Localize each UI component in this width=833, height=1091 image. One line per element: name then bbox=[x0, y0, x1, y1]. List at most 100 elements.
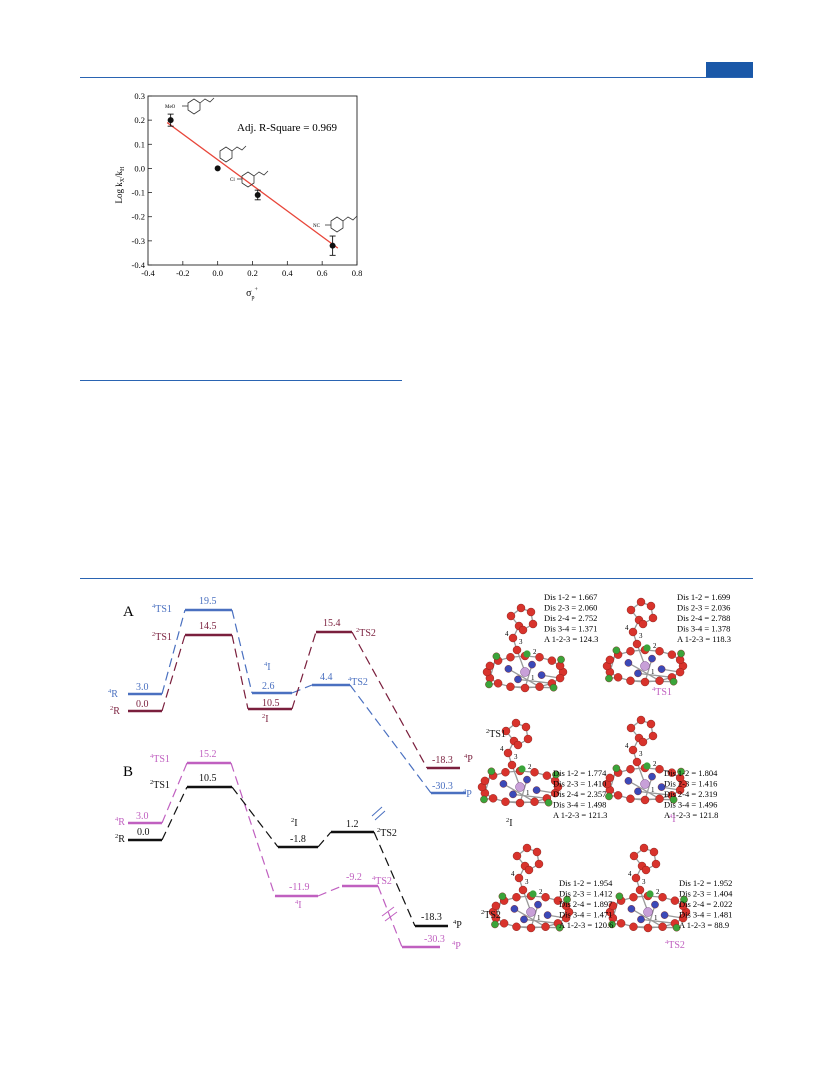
structure-parameter: Dis 3-4 = 1.371 bbox=[544, 624, 597, 634]
structure-parameter: Dis 2-4 = 2.788 bbox=[677, 613, 730, 623]
energy-value: 2.6 bbox=[262, 681, 275, 692]
structure-parameter: Dis 2-4 = 2.752 bbox=[544, 613, 597, 623]
structure-parameter: A 1-2-3 = 121.8 bbox=[664, 810, 718, 820]
energy-value: 4.4 bbox=[320, 672, 333, 683]
species-label: 4TS2 bbox=[348, 676, 368, 688]
connector-line bbox=[291, 684, 313, 694]
species-label: 4P bbox=[452, 940, 461, 952]
connector-line bbox=[291, 631, 317, 710]
svg-text:4: 4 bbox=[628, 870, 632, 878]
svg-text:4: 4 bbox=[625, 742, 629, 750]
porphyrin-structure: 1 2 3 4 bbox=[477, 718, 563, 808]
structure-label: 4I bbox=[669, 813, 676, 825]
data-point bbox=[329, 242, 336, 249]
structure-parameter: A 1-2-3 = 118.3 bbox=[677, 634, 731, 644]
species-label: 2I bbox=[262, 713, 269, 725]
energy-value: -18.3 bbox=[432, 755, 453, 766]
energy-value: 14.5 bbox=[199, 621, 217, 632]
energy-value: 10.5 bbox=[262, 698, 280, 709]
structure-label: 2TS2 bbox=[481, 909, 501, 921]
svg-text:3: 3 bbox=[642, 878, 646, 886]
species-label: 2TS1 bbox=[150, 779, 170, 791]
connector-line bbox=[231, 634, 249, 710]
structure-label: 4TS1 bbox=[652, 686, 672, 698]
structure-parameter: Dis 1-2 = 1.954 bbox=[559, 878, 613, 888]
porphyrin-structure: 1 2 3 4 bbox=[482, 603, 568, 693]
section-rule bbox=[80, 380, 402, 381]
svg-text:3: 3 bbox=[639, 632, 643, 640]
structure-parameter: Dis 2-3 = 1.410 bbox=[553, 779, 606, 789]
panel-b-label: B bbox=[123, 764, 133, 780]
energy-value: -18.3 bbox=[421, 912, 442, 923]
axis-break-marks-b bbox=[381, 906, 398, 922]
substituent-structures bbox=[182, 97, 358, 233]
species-label: 2R bbox=[110, 705, 120, 717]
hammett-plot: -0.4 -0.2 0.0 0.2 0.4 0.6 0.8 0.3 0.2 0.1 0.0 -0.1 -… bbox=[114, 91, 363, 301]
energy-value: 15.2 bbox=[199, 749, 217, 760]
adj-r-square: Adj. R-Square = 0.969 bbox=[237, 122, 337, 134]
species-label: 2R bbox=[115, 833, 125, 845]
energy-value: -9.2 bbox=[346, 872, 362, 883]
species-label: 4P bbox=[463, 788, 472, 800]
x-tick-label: -0.4 bbox=[141, 268, 155, 278]
y-tick-label: 0.3 bbox=[134, 91, 145, 101]
substituent-cl: Cl bbox=[230, 178, 235, 183]
structure-parameter: Dis 1-2 = 1.774 bbox=[553, 768, 607, 778]
structure-parameter: Dis 3-4 = 1.471 bbox=[559, 910, 612, 920]
data-point bbox=[167, 117, 174, 124]
porphyrin-structure: 1 2 3 4 bbox=[605, 843, 691, 933]
structure-parameter: Dis 2-3 = 1.404 bbox=[679, 889, 733, 899]
energy-value: 15.4 bbox=[323, 618, 341, 629]
species-label: 4P bbox=[453, 919, 462, 931]
structure-parameter: Dis 3-4 = 1.481 bbox=[679, 910, 732, 920]
molecular-structures: 1 2 3 4 1 2 3 4 1 2 3 4 1 2 3 4 1 2 3 4 1 2 3 4 bbox=[477, 597, 691, 933]
x-tick-label: 0.6 bbox=[317, 268, 328, 278]
species-label: 2TS1 bbox=[152, 631, 172, 643]
axis-break-marks bbox=[371, 806, 386, 821]
header-rule bbox=[80, 77, 753, 78]
substituent-meo: MeO bbox=[165, 105, 176, 110]
structure-label: 4TS2 bbox=[665, 939, 685, 951]
panel-a-label: A bbox=[123, 604, 134, 620]
connector-line bbox=[161, 634, 186, 712]
structure-parameter: A 1-2-3 = 121.3 bbox=[553, 810, 607, 820]
svg-text:3: 3 bbox=[525, 878, 529, 886]
connector-line bbox=[349, 684, 432, 794]
svg-text:1: 1 bbox=[537, 914, 541, 922]
connector-line bbox=[317, 885, 343, 897]
svg-text:4: 4 bbox=[625, 624, 629, 632]
connector-line bbox=[230, 762, 276, 897]
svg-text:4: 4 bbox=[505, 630, 509, 638]
plot-ticks: -0.4 -0.2 0.0 0.2 0.4 0.6 0.8 0.3 0.2 0.1 0.0 -0.1 -… bbox=[132, 91, 363, 278]
svg-text:1: 1 bbox=[654, 914, 658, 922]
y-tick-label: 0.0 bbox=[134, 163, 145, 173]
structure-parameter: Dis 2-4 = 2.319 bbox=[664, 789, 717, 799]
structure-parameter: Dis 2-4 = 2.022 bbox=[679, 899, 732, 909]
structure-parameter: A 1-2-3 = 120.6 bbox=[559, 920, 613, 930]
structure-parameter: Dis 2-3 = 1.412 bbox=[559, 889, 612, 899]
species-label: 4P bbox=[464, 753, 473, 765]
connector-line bbox=[161, 609, 186, 695]
svg-text:2: 2 bbox=[533, 648, 537, 656]
y-tick-label: -0.1 bbox=[132, 188, 145, 198]
fit-line-segment bbox=[166, 122, 339, 249]
figure-rule bbox=[80, 578, 753, 579]
svg-text:2: 2 bbox=[653, 760, 657, 768]
species-label: 4TS1 bbox=[152, 603, 172, 615]
svg-text:4: 4 bbox=[500, 745, 504, 753]
y-tick-label: -0.3 bbox=[132, 236, 145, 246]
species-label: 2TS2 bbox=[356, 627, 376, 639]
connector-line bbox=[373, 831, 416, 927]
energy-value: 0.0 bbox=[136, 699, 149, 710]
structure-parameter: Dis 2-3 = 1.416 bbox=[664, 779, 717, 789]
data-points bbox=[167, 113, 336, 256]
x-tick-label: 0.8 bbox=[352, 268, 363, 278]
y-tick-label: 0.2 bbox=[134, 115, 145, 125]
structure-label: 2I bbox=[506, 817, 513, 829]
structure-parameter: Dis 1-2 = 1.804 bbox=[664, 768, 718, 778]
svg-text:2: 2 bbox=[528, 763, 532, 771]
connector-line bbox=[161, 762, 188, 824]
energy-value: -11.9 bbox=[289, 882, 309, 893]
y-axis-label: Log kX/kH bbox=[114, 166, 126, 204]
